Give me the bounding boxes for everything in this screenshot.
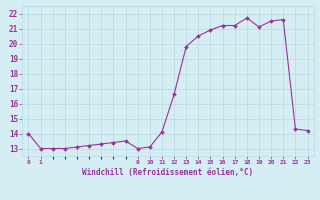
X-axis label: Windchill (Refroidissement éolien,°C): Windchill (Refroidissement éolien,°C) — [83, 168, 253, 177]
